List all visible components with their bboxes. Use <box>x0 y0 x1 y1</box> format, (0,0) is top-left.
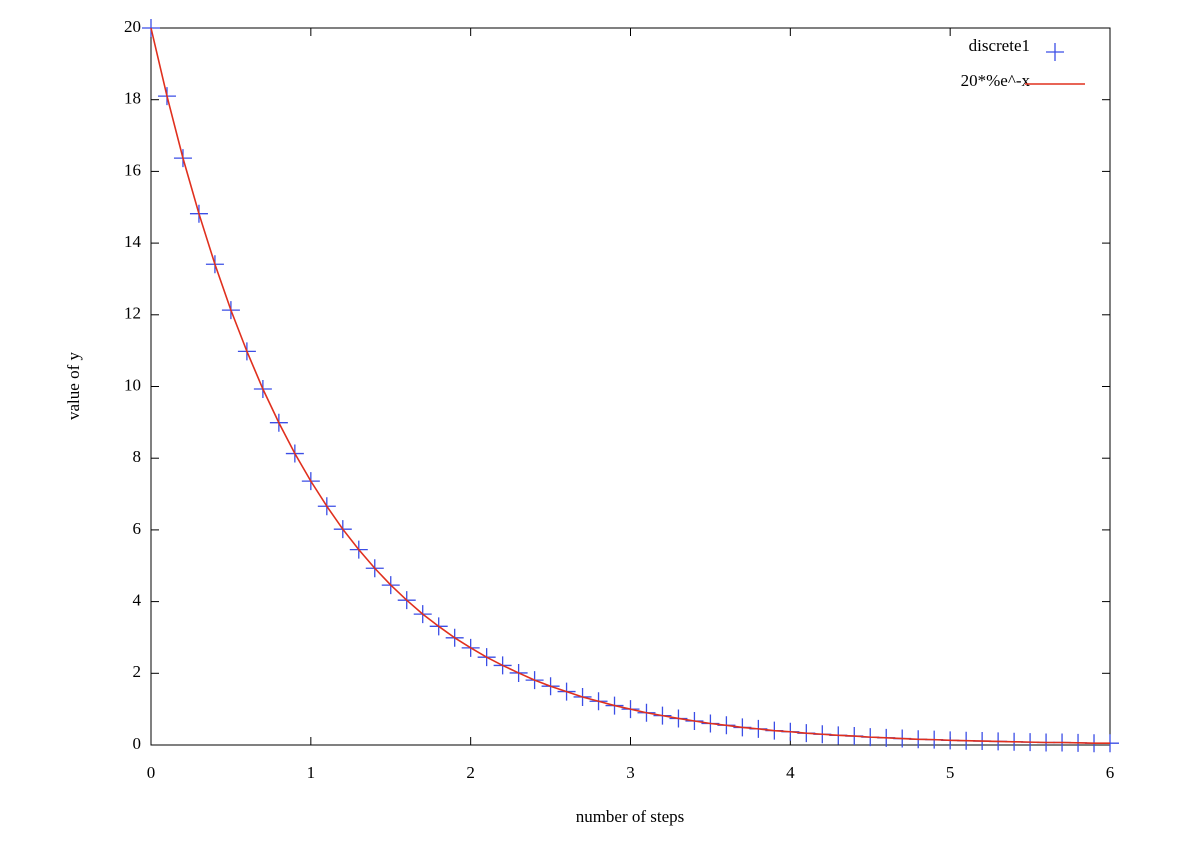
x-tick-label: 3 <box>626 763 635 782</box>
y-tick-label: 16 <box>124 160 141 179</box>
x-tick-label: 2 <box>466 763 475 782</box>
y-tick-label: 0 <box>133 734 142 753</box>
y-tick-label: 4 <box>133 591 142 610</box>
plot-frame <box>150 27 1111 746</box>
y-tick-label: 18 <box>124 89 141 108</box>
y-tick-label: 2 <box>133 662 142 681</box>
y-tick-label: 8 <box>133 447 142 466</box>
legend-label: discrete1 <box>969 36 1030 55</box>
legend-label: 20*%e^-x <box>961 71 1031 90</box>
legend-marker <box>1046 43 1064 61</box>
y-axis-label: value of y <box>64 352 83 420</box>
x-tick-label: 1 <box>307 763 316 782</box>
x-axis-label: number of steps <box>576 807 685 826</box>
y-tick-label: 12 <box>124 304 141 323</box>
x-tick-label: 5 <box>946 763 955 782</box>
line-series <box>150 27 1110 745</box>
y-tick-label: 20 <box>124 17 141 36</box>
x-tick-label: 4 <box>786 763 795 782</box>
y-tick-label: 10 <box>124 375 141 394</box>
y-tick-label: 6 <box>133 519 142 538</box>
x-tick-label: 6 <box>1106 763 1115 782</box>
y-tick-label: 14 <box>124 232 142 251</box>
x-tick-label: 0 <box>147 763 156 782</box>
